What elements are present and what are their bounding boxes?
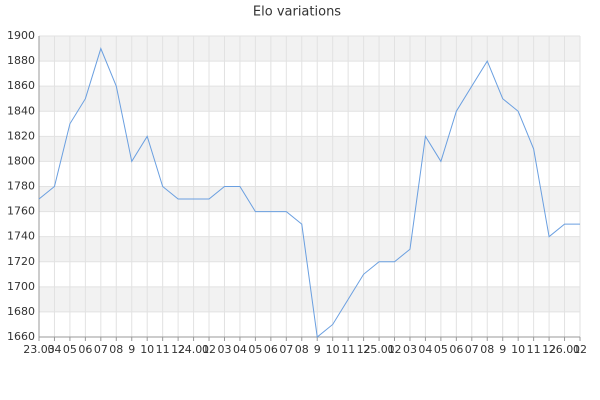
x-tick-label: 10 xyxy=(140,343,154,356)
x-tick-label: 26.01 xyxy=(549,343,581,356)
x-tick-label: 02 xyxy=(573,343,587,356)
x-tick-label: 07 xyxy=(279,343,293,356)
x-tick-label: 12 xyxy=(542,343,556,356)
x-tick-label: 9 xyxy=(499,343,506,356)
x-tick-label: 10 xyxy=(511,343,525,356)
x-tick-label: 06 xyxy=(78,343,92,356)
x-tick-label: 25.01 xyxy=(363,343,395,356)
grid-band xyxy=(39,36,580,62)
x-tick-label: 06 xyxy=(264,343,278,356)
x-tick-label: 07 xyxy=(94,343,108,356)
y-tick-label: 1840 xyxy=(7,104,35,117)
grid-band xyxy=(39,136,580,162)
grid-band xyxy=(39,236,580,262)
y-tick-label: 1680 xyxy=(7,305,35,318)
x-tick-label: 08 xyxy=(109,343,123,356)
x-tick-label: 11 xyxy=(527,343,541,356)
x-tick-label: 02 xyxy=(202,343,216,356)
x-tick-label: 12 xyxy=(171,343,185,356)
x-tick-label: 04 xyxy=(47,343,61,356)
x-tick-label: 04 xyxy=(233,343,247,356)
x-tick-label: 9 xyxy=(128,343,135,356)
grid-band xyxy=(39,286,580,312)
x-tick-label: 08 xyxy=(295,343,309,356)
x-tick-label: 08 xyxy=(480,343,494,356)
y-tick-label: 1780 xyxy=(7,180,35,193)
x-tick-label: 02 xyxy=(388,343,402,356)
x-tick-label: 03 xyxy=(403,343,417,356)
x-tick-label: 04 xyxy=(418,343,432,356)
x-tick-label: 11 xyxy=(341,343,355,356)
y-tick-label: 1820 xyxy=(7,129,35,142)
y-tick-label: 1900 xyxy=(7,29,35,42)
y-tick-label: 1740 xyxy=(7,230,35,243)
x-tick-label: 11 xyxy=(156,343,170,356)
x-tick-label: 07 xyxy=(465,343,479,356)
grid-band xyxy=(39,86,580,112)
x-tick-label: 12 xyxy=(357,343,371,356)
grid-band xyxy=(39,186,580,212)
x-tick-label: 05 xyxy=(434,343,448,356)
x-tick-label: 05 xyxy=(248,343,262,356)
x-tick-label: 23.03 xyxy=(23,343,55,356)
x-tick-label: 03 xyxy=(217,343,231,356)
x-tick-label: 9 xyxy=(314,343,321,356)
y-tick-label: 1720 xyxy=(7,255,35,268)
y-tick-label: 1860 xyxy=(7,79,35,92)
y-tick-label: 1880 xyxy=(7,54,35,67)
y-tick-label: 1700 xyxy=(7,280,35,293)
x-tick-label: 06 xyxy=(449,343,463,356)
line xyxy=(38,47,580,338)
y-tick-label: 1660 xyxy=(7,330,35,343)
y-tick-label: 1800 xyxy=(7,154,35,167)
y-tick-label: 1760 xyxy=(7,205,35,218)
x-tick-label: 05 xyxy=(63,343,77,356)
x-tick-label: 24.01 xyxy=(178,343,210,356)
chart-title: Elo variations xyxy=(253,5,341,20)
x-tick-label: 10 xyxy=(326,343,340,356)
